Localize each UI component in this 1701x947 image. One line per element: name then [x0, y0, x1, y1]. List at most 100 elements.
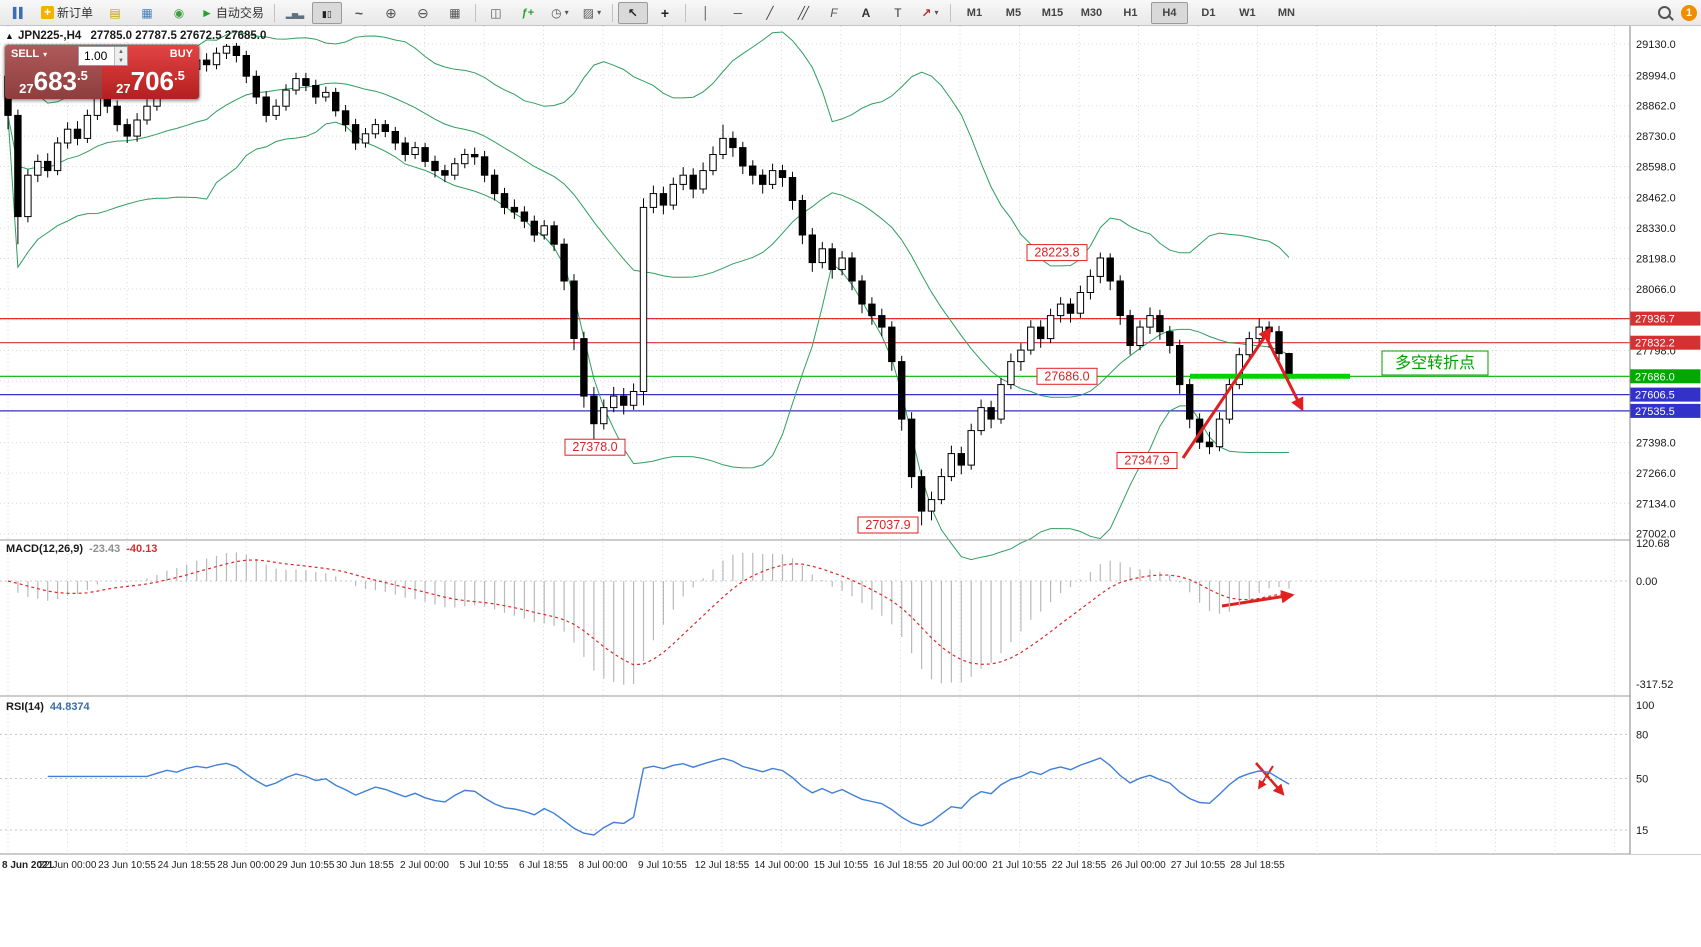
new-order-icon: [41, 6, 54, 19]
bar-chart-button[interactable]: [280, 2, 310, 24]
svg-text:28462.0: 28462.0: [1636, 193, 1676, 205]
svg-text:16 Jul 18:55: 16 Jul 18:55: [873, 860, 928, 871]
price-annotation-labels[interactable]: 28223.8 27686.0 27378.0 27347.9 27037.9: [564, 244, 1178, 534]
svg-text:2 Jul 00:00: 2 Jul 00:00: [400, 860, 449, 871]
zoom-in-icon: [385, 6, 397, 20]
chart-expand-icon[interactable]: ▲: [5, 31, 14, 41]
crosshair-button[interactable]: [650, 2, 680, 24]
horizontal-level-lines[interactable]: [0, 318, 1630, 412]
toolbar-separator: [611, 3, 613, 22]
text-button[interactable]: [851, 2, 881, 24]
bollinger-bands: [7, 30, 1290, 561]
rsi-title: RSI(14): [6, 701, 44, 713]
svg-text:28994.0: 28994.0: [1636, 70, 1676, 82]
tile-windows-button[interactable]: [440, 2, 470, 24]
timeframe-m5-button[interactable]: M5: [1005, 6, 1022, 19]
rsi-label: RSI(14) 44.8374: [6, 701, 90, 713]
horizontal-line-button[interactable]: [723, 2, 753, 24]
svg-text:27037.9: 27037.9: [865, 518, 910, 532]
volume-input[interactable]: 1.00 ▲ ▼: [78, 46, 128, 66]
autotrading-label: 自动交易: [215, 6, 264, 20]
volume-value: 1.00: [84, 49, 108, 63]
volume-stepper[interactable]: ▲ ▼: [114, 47, 127, 65]
indicators-button[interactable]: [513, 2, 543, 24]
toolbar-separator: [949, 3, 951, 22]
strategy-tester-button[interactable]: [164, 2, 194, 24]
svg-text:120.68: 120.68: [1636, 538, 1670, 550]
svg-text:30 Jun 18:55: 30 Jun 18:55: [336, 860, 394, 871]
cursor-icon: [628, 7, 638, 19]
svg-text:27535.5: 27535.5: [1635, 406, 1675, 418]
svg-text:5 Jul 10:55: 5 Jul 10:55: [460, 860, 509, 871]
trendline-button[interactable]: [755, 2, 785, 24]
svg-text:8 Jun 2021: 8 Jun 2021: [2, 860, 54, 871]
timeframe-h4-button[interactable]: H4: [1150, 1, 1188, 24]
cursor-button[interactable]: [617, 1, 648, 24]
line-chart-button[interactable]: [344, 2, 374, 24]
channel-button[interactable]: [787, 2, 817, 24]
new-order-button[interactable]: 新订单: [36, 2, 98, 24]
toolbar-separator: [474, 3, 476, 22]
rsi-line: [47, 757, 1290, 836]
svg-text:28 Jul 18:55: 28 Jul 18:55: [1230, 860, 1285, 871]
svg-text:80: 80: [1636, 729, 1648, 741]
timeframe-w1-button[interactable]: W1: [1239, 6, 1256, 19]
periods-button[interactable]: ▾: [545, 2, 575, 24]
autotrading-play-icon: [201, 7, 213, 19]
periods-icon: [551, 7, 561, 19]
horizontal-line-icon: [734, 7, 743, 19]
trend-arrows[interactable]: [1181, 326, 1304, 796]
svg-text:28 Jun 00:00: 28 Jun 00:00: [217, 860, 275, 871]
candlestick-chart-icon: [322, 7, 332, 19]
profiles-icon: [109, 7, 120, 19]
chevron-down-icon[interactable]: ▾: [43, 49, 48, 59]
timeframe-h1-button[interactable]: H1: [1123, 6, 1138, 19]
templates-button[interactable]: ▾: [577, 2, 607, 24]
svg-text:23 Jun 10:55: 23 Jun 10:55: [98, 860, 156, 871]
svg-text:多空转折点: 多空转折点: [1395, 354, 1475, 372]
svg-text:9 Jul 10:55: 9 Jul 10:55: [638, 860, 687, 871]
buy-price: 27 706.5: [116, 66, 185, 96]
svg-text:28330.0: 28330.0: [1636, 223, 1676, 235]
timeframe-m1-button[interactable]: M1: [966, 6, 983, 19]
zoom-in-button[interactable]: [376, 2, 406, 24]
zoom-out-button[interactable]: [408, 2, 438, 24]
fibonacci-button[interactable]: [819, 2, 849, 24]
arrows-button[interactable]: ▾: [915, 2, 945, 24]
volume-up-icon[interactable]: ▲: [115, 47, 127, 56]
svg-text:27378.0: 27378.0: [572, 440, 617, 454]
cascade-windows-button[interactable]: [481, 2, 511, 24]
price-axis: 29130.0 28994.0 28862.0 28730.0 28598.0 28462…: [1629, 26, 1701, 854]
profiles-button[interactable]: [100, 2, 130, 24]
fibonacci-icon: [830, 7, 837, 19]
svg-text:12 Jul 18:55: 12 Jul 18:55: [695, 860, 750, 871]
note-annotation[interactable]: 多空转折点: [1381, 350, 1489, 376]
svg-text:-317.52: -317.52: [1636, 679, 1673, 691]
timeframe-m15-button[interactable]: M15: [1041, 6, 1064, 19]
macd-signal-value: -40.13: [126, 543, 158, 555]
timeframe-m30-button[interactable]: M30: [1080, 6, 1103, 19]
terminal-icon: [141, 7, 152, 19]
svg-text:27134.0: 27134.0: [1636, 498, 1676, 510]
search-button[interactable]: [1649, 2, 1679, 24]
timeframe-d1-button[interactable]: D1: [1201, 6, 1216, 19]
terminal-button[interactable]: [132, 2, 162, 24]
notifications-badge[interactable]: 1: [1681, 4, 1697, 21]
vertical-line-button[interactable]: [691, 2, 721, 24]
candlestick-chart-button[interactable]: [311, 1, 342, 24]
autotrading-button[interactable]: 自动交易: [196, 2, 269, 24]
svg-text:27686.0: 27686.0: [1044, 369, 1089, 383]
vertical-line-icon: [702, 7, 710, 19]
svg-text:28066.0: 28066.0: [1636, 284, 1676, 296]
volume-down-icon[interactable]: ▼: [115, 56, 127, 65]
cascade-windows-icon: [490, 7, 501, 19]
chart-canvas[interactable]: 28223.8 27686.0 27378.0 27347.9 27037.9 多空转折点…: [0, 26, 1701, 947]
crosshair-icon: [661, 6, 669, 20]
arrows-icon: [921, 7, 931, 19]
app-icon: [4, 2, 34, 24]
svg-text:28730.0: 28730.0: [1636, 131, 1676, 143]
svg-text:100: 100: [1636, 700, 1654, 712]
timeframe-mn-button[interactable]: MN: [1277, 6, 1295, 19]
text-label-button[interactable]: [883, 2, 913, 24]
